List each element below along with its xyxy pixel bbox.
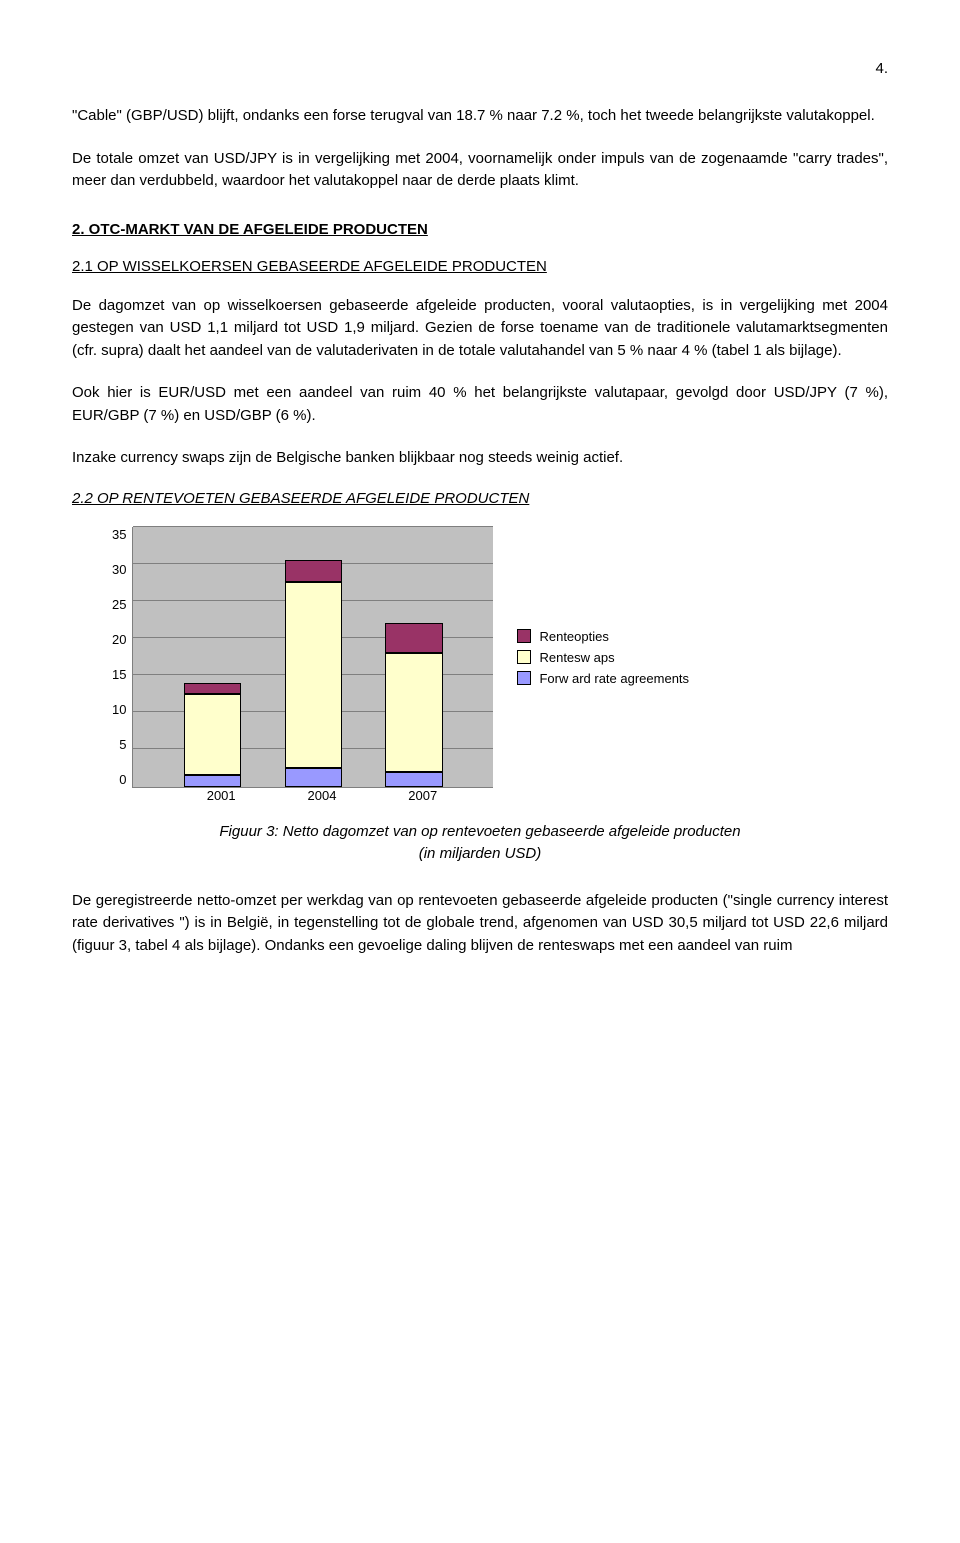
x-tick: 2001 xyxy=(192,788,250,803)
figure-3-caption: Figuur 3: Netto dagomzet van op rentevoe… xyxy=(72,821,888,866)
heading-section-2: 2. OTC-MARKT VAN DE AFGELEIDE PRODUCTEN xyxy=(72,221,888,238)
bar-segment xyxy=(385,653,443,772)
paragraph-2: De totale omzet van USD/JPY is in vergel… xyxy=(72,148,888,193)
heading-section-2-1: 2.1 OP WISSELKOERSEN GEBASEERDE AFGELEID… xyxy=(72,258,888,275)
bar-segment xyxy=(285,560,343,582)
bar-segment xyxy=(385,772,443,787)
y-tick: 30 xyxy=(112,562,126,577)
legend-swatch xyxy=(517,650,531,664)
y-tick: 35 xyxy=(112,527,126,542)
bar-segment xyxy=(385,623,443,653)
bar-column xyxy=(385,623,443,786)
bar-segment xyxy=(184,683,242,694)
y-tick: 20 xyxy=(112,632,126,647)
legend-label: Rentesw aps xyxy=(539,650,614,665)
y-tick: 15 xyxy=(112,667,126,682)
bar-column xyxy=(285,560,343,787)
heading-section-2-2: 2.2 OP RENTEVOETEN GEBASEERDE AFGELEIDE … xyxy=(72,490,888,507)
bar-segment xyxy=(184,694,242,776)
chart-x-axis: 2001 2004 2007 xyxy=(142,788,502,803)
paragraph-3: De dagomzet van op wisselkoersen gebasee… xyxy=(72,295,888,363)
paragraph-6: De geregistreerde netto-omzet per werkda… xyxy=(72,890,888,958)
paragraph-1: "Cable" (GBP/USD) blijft, ondanks een fo… xyxy=(72,105,888,128)
caption-line-1: Figuur 3: Netto dagomzet van op rentevoe… xyxy=(219,823,740,840)
legend-label: Renteopties xyxy=(539,629,608,644)
y-tick: 0 xyxy=(112,772,126,787)
paragraph-5: Inzake currency swaps zijn de Belgische … xyxy=(72,447,888,470)
chart-figure-3: 35 30 25 20 15 10 5 0 Renteopties Rentesw aps For… xyxy=(112,527,752,803)
bar-segment xyxy=(184,775,242,786)
legend-item: Renteopties xyxy=(517,629,689,644)
chart-y-axis: 35 30 25 20 15 10 5 0 xyxy=(112,527,132,787)
legend-swatch xyxy=(517,671,531,685)
y-tick: 5 xyxy=(112,737,126,752)
x-tick: 2007 xyxy=(394,788,452,803)
bar-segment xyxy=(285,768,343,787)
chart-plot-area xyxy=(132,527,493,788)
chart-legend: Renteopties Rentesw aps Forw ard rate agre… xyxy=(493,527,689,788)
x-tick: 2004 xyxy=(293,788,351,803)
legend-item: Forw ard rate agreements xyxy=(517,671,689,686)
page-number: 4. xyxy=(72,60,888,77)
legend-label: Forw ard rate agreements xyxy=(539,671,689,686)
bar-column xyxy=(184,683,242,787)
y-tick: 25 xyxy=(112,597,126,612)
paragraph-4: Ook hier is EUR/USD met een aandeel van … xyxy=(72,382,888,427)
legend-swatch xyxy=(517,629,531,643)
y-tick: 10 xyxy=(112,702,126,717)
caption-line-2: (in miljarden USD) xyxy=(419,845,542,862)
bar-segment xyxy=(285,582,343,768)
legend-item: Rentesw aps xyxy=(517,650,689,665)
